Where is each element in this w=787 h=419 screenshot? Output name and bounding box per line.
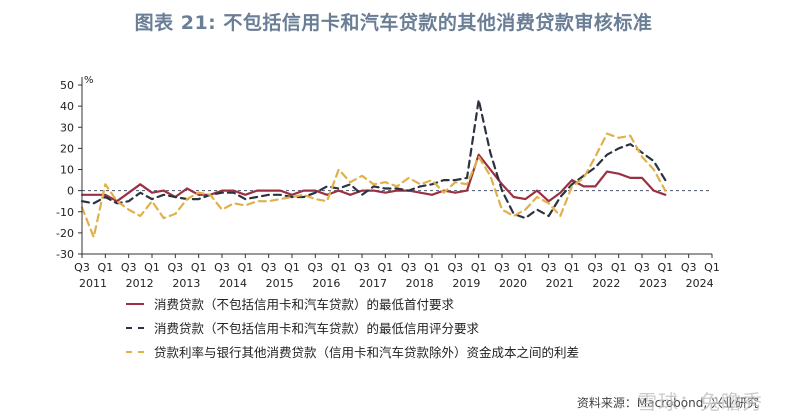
x-tick-label: Q1: [97, 261, 113, 274]
x-year-label: 2016: [312, 277, 340, 290]
legend-label: 消费贷款（不包括信用卡和汽车贷款）的最低首付要求: [154, 297, 455, 312]
x-tick-label: Q1: [657, 261, 673, 274]
series-line-1: [80, 153, 667, 203]
x-year-label: 2020: [499, 277, 527, 290]
x-tick-label: Q3: [121, 261, 137, 274]
x-tick-label: Q1: [424, 261, 440, 274]
x-tick-label: Q3: [354, 261, 370, 274]
legend-item-rate-spread: 贷款利率与银行其他消费贷款（信用卡和汽车贷款除外）资金成本之间的利差: [126, 342, 579, 361]
x-tick-label: Q3: [214, 261, 230, 274]
series-line-2: [80, 98, 667, 220]
x-tick-label: Q3: [261, 261, 277, 274]
x-year-label: 2021: [546, 277, 574, 290]
x-tick-label: Q1: [611, 261, 627, 274]
x-year-label: 2019: [452, 277, 480, 290]
series-line-3: [80, 132, 667, 239]
x-tick-label: Q1: [331, 261, 347, 274]
x-tick-label: Q1: [284, 261, 300, 274]
y-tick-label: 40: [60, 100, 74, 113]
x-year-label: 2018: [406, 277, 434, 290]
x-tick-label: Q3: [447, 261, 463, 274]
x-year-label: 2023: [639, 277, 667, 290]
legend-item-min-down-payment: 消费贷款（不包括信用卡和汽车贷款）的最低首付要求: [126, 294, 454, 313]
y-tick-label: -10: [56, 206, 74, 219]
x-tick-label: Q1: [704, 261, 720, 274]
source-note: 资料来源：Macrobond, 兴业研究: [576, 396, 759, 410]
legend-item-min-credit-score: 消费贷款（不包括信用卡和汽车贷款）的最低信用评分要求: [126, 318, 479, 337]
y-tick-label: 0: [67, 185, 74, 198]
x-year-label: 2012: [126, 277, 154, 290]
y-tick-label: 50: [60, 79, 74, 92]
x-tick-label: Q3: [587, 261, 603, 274]
x-year-label: 2014: [219, 277, 247, 290]
watermark: 雪球：兔瞻秀: [637, 390, 763, 414]
y-tick-label: -30: [56, 248, 74, 261]
x-year-label: 2015: [266, 277, 294, 290]
series-layer: [80, 98, 667, 239]
axis-layer: -30 -20 -10 0 10 20 30 40 50 % Q3 Q1 Q3 Q1 Q3 Q1 Q3 Q1 Q3 Q…: [56, 75, 720, 290]
y-tick-label: 30: [60, 121, 74, 134]
x-tick-label: Q1: [191, 261, 207, 274]
legend-swatch-dashed-gold: [126, 350, 144, 353]
x-tick-label: Q3: [401, 261, 417, 274]
x-tick-label: Q1: [144, 261, 160, 274]
x-tick-label: Q3: [681, 261, 697, 274]
legend-label: 贷款利率与银行其他消费贷款（信用卡和汽车贷款除外）资金成本之间的利差: [154, 345, 580, 360]
y-tick-label: -20: [56, 227, 74, 240]
x-tick-label: Q3: [307, 261, 323, 274]
legend-label: 消费贷款（不包括信用卡和汽车贷款）的最低信用评分要求: [154, 321, 480, 336]
x-tick-label: Q1: [471, 261, 487, 274]
x-tick-label: Q3: [541, 261, 557, 274]
y-tick-label: 20: [60, 142, 74, 155]
x-year-label: 2022: [592, 277, 620, 290]
x-year-label: 2017: [359, 277, 387, 290]
y-tick-label: 10: [60, 164, 74, 177]
x-tick-label: Q1: [377, 261, 393, 274]
x-tick-label: Q3: [167, 261, 183, 274]
x-tick-label: Q3: [634, 261, 650, 274]
x-tick-label: Q1: [564, 261, 580, 274]
y-axis-unit: %: [84, 75, 94, 86]
x-tick-label: Q1: [517, 261, 533, 274]
x-tick-label: Q1: [237, 261, 253, 274]
legend-swatch-solid: [126, 302, 144, 305]
x-tick-label: Q3: [494, 261, 510, 274]
x-year-label: 2011: [79, 277, 107, 290]
x-tick-label: Q3: [74, 261, 90, 274]
x-year-label: 2013: [172, 277, 200, 290]
chart-title: 图表 21: 不包括信用卡和汽车贷款的其他消费贷款审核标准: [134, 12, 653, 34]
x-year-label: 2024: [686, 277, 714, 290]
legend-swatch-dashed-dark: [126, 326, 144, 329]
